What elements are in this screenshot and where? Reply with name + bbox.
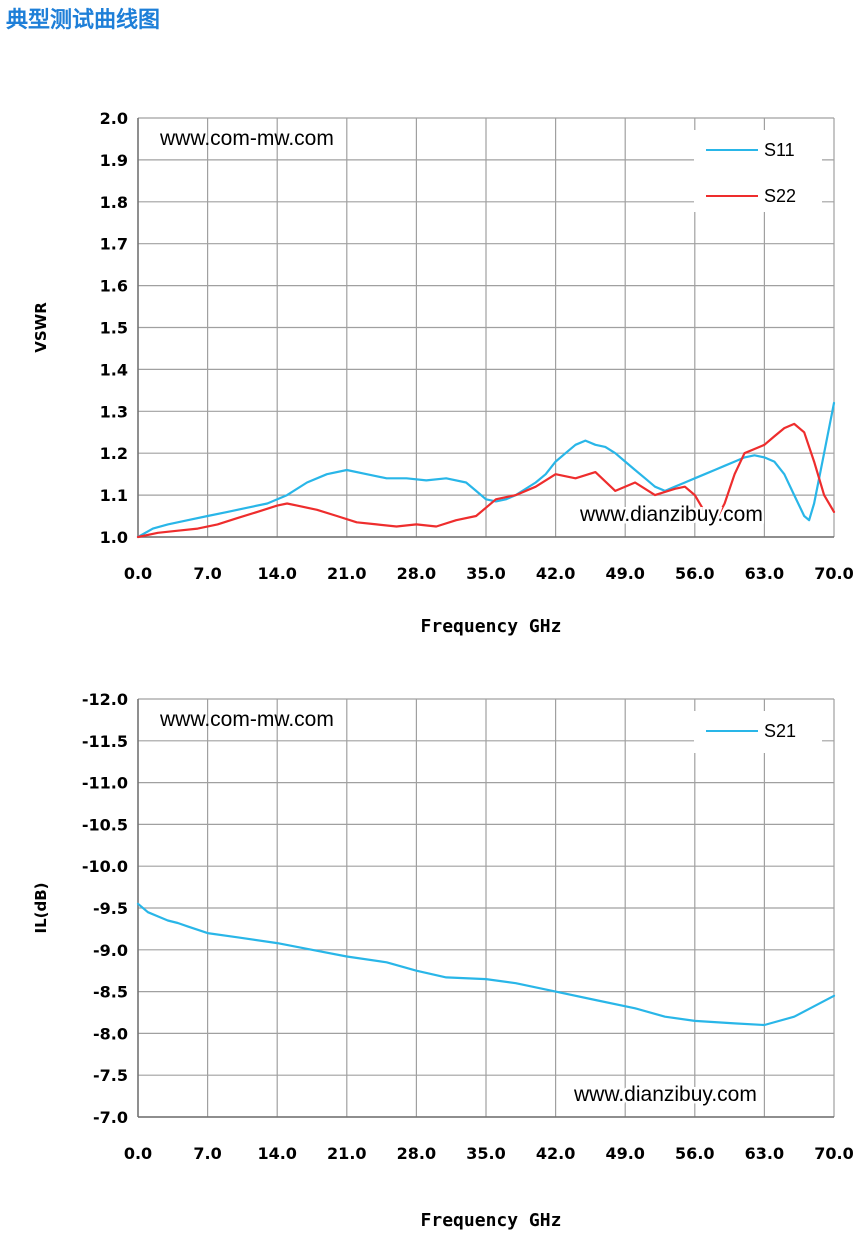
y-tick-label: -8.0	[93, 1024, 128, 1043]
x-tick-label: 35.0	[466, 564, 505, 583]
y-tick-label: 1.0	[100, 528, 128, 547]
x-tick-label: 21.0	[327, 1144, 366, 1163]
x-tick-label: 63.0	[745, 564, 784, 583]
x-tick-label: 70.0	[814, 564, 853, 583]
y-tick-label: -8.5	[93, 983, 128, 1002]
x-tick-label: 0.0	[124, 564, 152, 583]
y-tick-label: -10.0	[82, 857, 128, 876]
y-tick-label: 1.8	[100, 193, 128, 212]
x-tick-label: 28.0	[397, 1144, 436, 1163]
series-line-s11	[136, 401, 836, 539]
x-tick-label: 14.0	[257, 1144, 296, 1163]
y-tick-label: -11.5	[82, 732, 128, 751]
x-tick-label: 7.0	[193, 564, 221, 583]
legend-label-s11: S11	[764, 140, 795, 160]
vswr-chart: 0.0 7.0 14.0 21.0 28.0 35.0 42.0 49.0 56.0 63.0 70…	[32, 109, 854, 637]
y-tick-label: 1.6	[100, 277, 128, 296]
watermark-bottom: www.dianzibuy.com	[579, 503, 763, 526]
y-tick-label: -7.0	[93, 1108, 128, 1127]
x-tick-label: 56.0	[675, 564, 714, 583]
y-tick-label: 1.3	[100, 402, 128, 421]
y-tick-label: 2.0	[100, 109, 128, 128]
series-line-s21	[136, 902, 836, 1027]
x-axis-title: Frequency GHz	[421, 616, 562, 637]
series-line-s22	[136, 422, 836, 539]
page-title: 典型测试曲线图	[6, 8, 161, 33]
x-tick-label: 42.0	[536, 564, 575, 583]
watermark-top: www.com-mw.com	[159, 708, 334, 731]
x-tick-label: 63.0	[745, 1144, 784, 1163]
x-tick-label: 0.0	[124, 1144, 152, 1163]
x-tick-label: 42.0	[536, 1144, 575, 1163]
y-tick-label: -12.0	[82, 690, 128, 709]
y-tick-label: 1.1	[100, 486, 128, 505]
x-tick-label: 70.0	[814, 1144, 853, 1163]
y-tick-label: -9.0	[93, 941, 128, 960]
x-tick-label: 35.0	[466, 1144, 505, 1163]
y-tick-label: -11.0	[82, 774, 128, 793]
y-tick-label: 1.9	[100, 151, 128, 170]
legend-label-s22: S22	[764, 186, 796, 206]
y-axis-title: VSWR	[32, 302, 50, 353]
y-tick-label: -10.5	[82, 815, 128, 834]
x-tick-label: 14.0	[257, 564, 296, 583]
y-tick-label: -7.5	[93, 1066, 128, 1085]
x-tick-label: 49.0	[605, 1144, 644, 1163]
y-tick-label: 1.5	[100, 319, 128, 338]
y-tick-label: 1.7	[100, 235, 128, 254]
legend-label-s21: S21	[764, 721, 796, 741]
watermark-top: www.com-mw.com	[159, 127, 334, 150]
x-tick-label: 49.0	[605, 564, 644, 583]
y-axis-title: IL(dB)	[32, 882, 50, 933]
x-axis-title: Frequency GHz	[421, 1210, 562, 1231]
x-tick-label: 28.0	[397, 564, 436, 583]
y-tick-label: 1.4	[100, 360, 128, 379]
y-tick-label: 1.2	[100, 444, 128, 463]
watermark-bottom: www.dianzibuy.com	[573, 1083, 757, 1106]
x-tick-label: 56.0	[675, 1144, 714, 1163]
x-tick-label: 21.0	[327, 564, 366, 583]
legend-box	[694, 130, 822, 212]
y-tick-label: -9.5	[93, 899, 128, 918]
x-tick-label: 7.0	[193, 1144, 221, 1163]
